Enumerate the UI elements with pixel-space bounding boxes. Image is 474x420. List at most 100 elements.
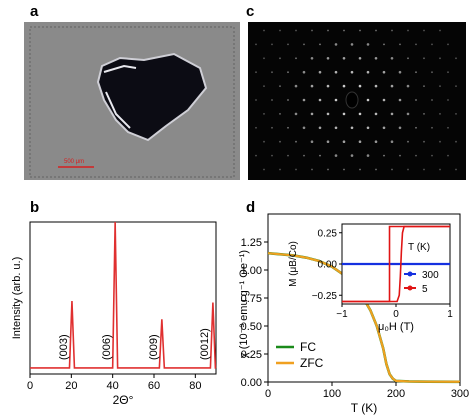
diffraction-spot bbox=[263, 29, 265, 32]
diffraction-spot bbox=[399, 154, 401, 157]
beam-stop bbox=[345, 91, 359, 109]
inset-x-axis-label: μ₀H (T) bbox=[378, 321, 414, 333]
diffraction-spot bbox=[287, 43, 289, 46]
inset-y-axis-label: M (μB/Co) bbox=[288, 241, 299, 287]
panel-label-c: c bbox=[246, 3, 255, 20]
diffraction-spot bbox=[334, 126, 338, 130]
x-tick-label: 300 bbox=[451, 388, 469, 400]
legend-label: ZFC bbox=[300, 356, 324, 370]
diffraction-spot bbox=[447, 154, 449, 157]
diffraction-spot bbox=[415, 99, 417, 101]
diffraction-spot bbox=[447, 126, 449, 129]
diffraction-spot bbox=[310, 57, 314, 60]
diffraction-spot bbox=[439, 140, 441, 143]
diffraction-spot bbox=[366, 70, 370, 74]
diffraction-spot bbox=[358, 140, 362, 143]
diffraction-spot bbox=[263, 113, 265, 115]
diffraction-spot bbox=[439, 113, 441, 115]
susceptibility-chart: 0 100 200 300 0.00 0.25 0.50 0.75 1.00 1.25 T (K) χ… bbox=[238, 213, 469, 415]
inset-x-tick-label: −1 bbox=[336, 309, 348, 320]
diffraction-spot bbox=[319, 43, 321, 46]
diffraction-spot bbox=[279, 85, 281, 87]
diffraction-spot bbox=[302, 70, 306, 74]
diffraction-spot bbox=[343, 29, 345, 32]
diffraction-spot bbox=[287, 99, 289, 101]
diffraction-spot bbox=[390, 112, 394, 116]
diffraction-spot bbox=[279, 168, 281, 171]
diffraction-spot bbox=[415, 43, 417, 46]
diffraction-spot bbox=[287, 154, 289, 157]
inset-legend-title: T (K) bbox=[408, 242, 430, 253]
diffraction-spot bbox=[271, 71, 273, 74]
diffraction-spot bbox=[382, 126, 386, 130]
x-tick-label: 100 bbox=[323, 388, 341, 400]
diffraction-spot bbox=[375, 168, 377, 171]
diffraction-spot bbox=[374, 84, 378, 88]
diffraction-spot bbox=[319, 154, 321, 157]
xrd-chart: (003) (006) (009) (0012) 0 20 40 60 80 2Θ° Intensi… bbox=[11, 221, 217, 407]
diffraction-spot bbox=[326, 57, 330, 60]
x-tick-label: 20 bbox=[65, 380, 77, 392]
diffraction-spot bbox=[271, 99, 273, 101]
diffraction-spot bbox=[423, 85, 425, 87]
diffraction-pattern bbox=[248, 22, 466, 180]
diffraction-spot bbox=[350, 70, 354, 74]
diffraction-spot bbox=[390, 140, 394, 143]
diffraction-spot bbox=[398, 98, 402, 102]
diffraction-spot bbox=[318, 126, 322, 130]
diffraction-spot bbox=[447, 99, 449, 101]
diffraction-spot bbox=[334, 70, 338, 74]
panel-label-a: a bbox=[30, 3, 39, 20]
diffraction-spot bbox=[431, 71, 433, 74]
peak-label: (009) bbox=[148, 334, 160, 360]
diffraction-spot bbox=[327, 168, 329, 171]
diffraction-spot bbox=[406, 112, 410, 116]
legend-label: FC bbox=[300, 340, 316, 354]
diffraction-spot bbox=[358, 84, 362, 88]
diffraction-spot bbox=[447, 71, 449, 74]
diffraction-spot bbox=[391, 29, 393, 32]
diffraction-spot bbox=[302, 126, 306, 130]
diffraction-spot bbox=[311, 29, 313, 32]
diffraction-spot bbox=[255, 71, 257, 74]
x-axis-label: T (K) bbox=[351, 401, 377, 415]
diffraction-spot bbox=[326, 84, 330, 88]
peak-label: (0012) bbox=[199, 328, 211, 360]
diffraction-spot bbox=[295, 29, 297, 32]
diffraction-spot bbox=[431, 126, 433, 129]
diffraction-spot bbox=[407, 57, 409, 60]
diffraction-spot bbox=[407, 168, 409, 171]
diffraction-spot bbox=[423, 29, 425, 32]
diffraction-spot bbox=[342, 140, 346, 143]
x-tick-label: 0 bbox=[265, 388, 271, 400]
plot-frame bbox=[29, 221, 217, 375]
inset-x-tick-label: 1 bbox=[447, 309, 453, 320]
diffraction-spot bbox=[326, 140, 330, 143]
diffraction-spot bbox=[350, 43, 354, 46]
diffraction-spot bbox=[383, 43, 385, 46]
crystal-edge-highlight bbox=[103, 64, 137, 129]
diffraction-spot bbox=[342, 112, 346, 116]
diffraction-spot bbox=[327, 29, 329, 32]
diffraction-spot bbox=[310, 84, 314, 88]
diffraction-spot bbox=[255, 126, 257, 129]
diffraction-spot bbox=[279, 140, 281, 143]
y-tick-label: 1.00 bbox=[241, 265, 262, 277]
diffraction-spot bbox=[343, 168, 345, 171]
panel-label-b: b bbox=[30, 199, 40, 216]
inset-legend-marker bbox=[407, 271, 413, 277]
y-tick-label: 0.25 bbox=[241, 349, 262, 361]
diffraction-spot bbox=[415, 154, 417, 157]
diffraction-spot bbox=[255, 43, 257, 46]
diffraction-spot bbox=[334, 98, 338, 102]
diffraction-spot bbox=[382, 98, 386, 102]
diffraction-spot bbox=[271, 43, 273, 46]
peak-label: (006) bbox=[101, 334, 113, 360]
diffraction-spot bbox=[375, 29, 377, 32]
x-tick-label: 60 bbox=[148, 380, 160, 392]
inset-y-tick-label: 0.00 bbox=[318, 260, 338, 271]
y-tick-label: 0.50 bbox=[241, 321, 262, 333]
diffraction-spot bbox=[263, 85, 265, 87]
diffraction-spot bbox=[359, 29, 361, 32]
diffraction-spot bbox=[279, 29, 281, 32]
